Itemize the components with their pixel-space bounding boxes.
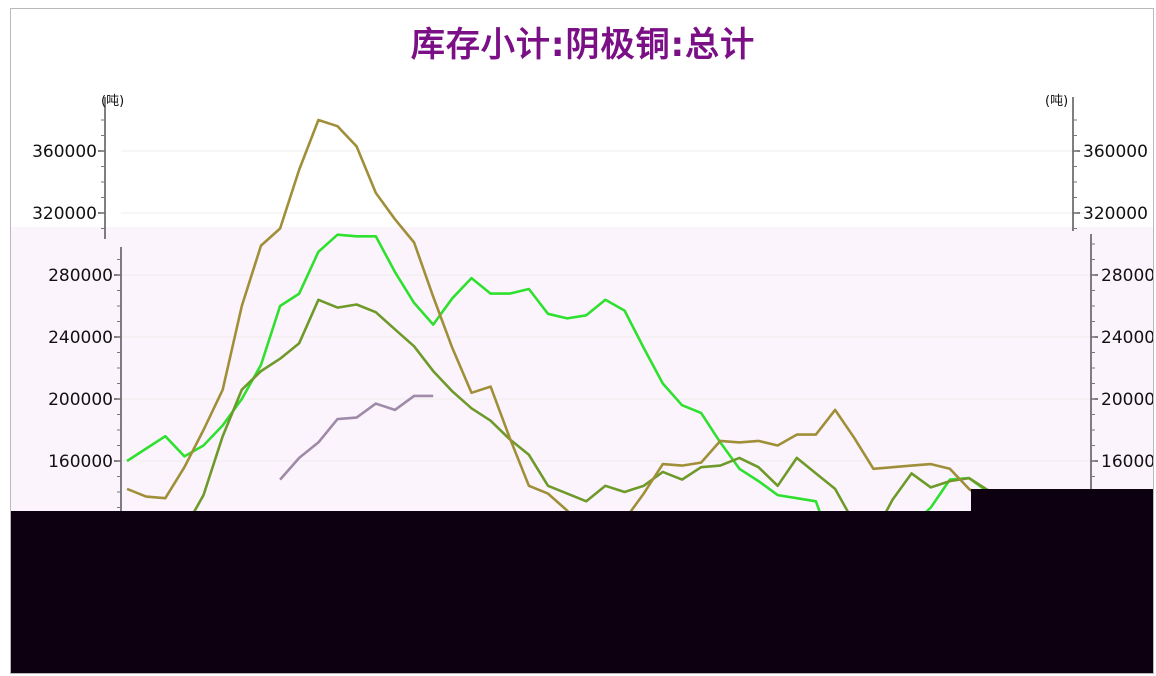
- left-axis-tick-label: 320000: [32, 204, 97, 224]
- left-axis-unit: (吨): [101, 94, 124, 109]
- right-axis-unit: (吨): [1045, 94, 1068, 109]
- axis-ticks: 320000 360000 160000 200000 240000 280000 3200…: [32, 119, 1154, 508]
- right-axis-tick-label: 240000: [1101, 328, 1154, 348]
- left-axis-tick-label: 360000: [32, 142, 97, 162]
- right-axis-tick-label: 320000: [1083, 204, 1148, 224]
- axes: [104, 97, 1092, 512]
- grid-lines: [121, 150, 1091, 462]
- series-line-1: [126, 233, 1103, 568]
- series-line-2: [126, 298, 1104, 546]
- left-axis-tick-label: 160000: [48, 452, 113, 472]
- right-axis-tick-label: 280000: [1101, 266, 1154, 286]
- right-axis-tick-label: 360000: [1083, 142, 1148, 162]
- right-axis-tick-label: 200000: [1101, 390, 1154, 410]
- left-axis-tick-label: 240000: [48, 328, 113, 348]
- left-axis-tick-label: 280000: [48, 266, 113, 286]
- chart-title: 库存小计:阴极铜:总计: [410, 25, 756, 65]
- series-line-4: [279, 394, 434, 481]
- chart-frame: 库存小计:阴极铜:总计 320000 360000 160000 200000 2400…: [10, 8, 1154, 674]
- chart-svg: 320000 360000 160000 200000 240000 280000 3200…: [11, 94, 1154, 673]
- dark-occlusion-right: [971, 489, 1153, 513]
- dark-occlusion-bottom: [11, 511, 1153, 673]
- right-axis-tick-label: 160000: [1101, 452, 1154, 472]
- left-axis-tick-label: 200000: [48, 390, 113, 410]
